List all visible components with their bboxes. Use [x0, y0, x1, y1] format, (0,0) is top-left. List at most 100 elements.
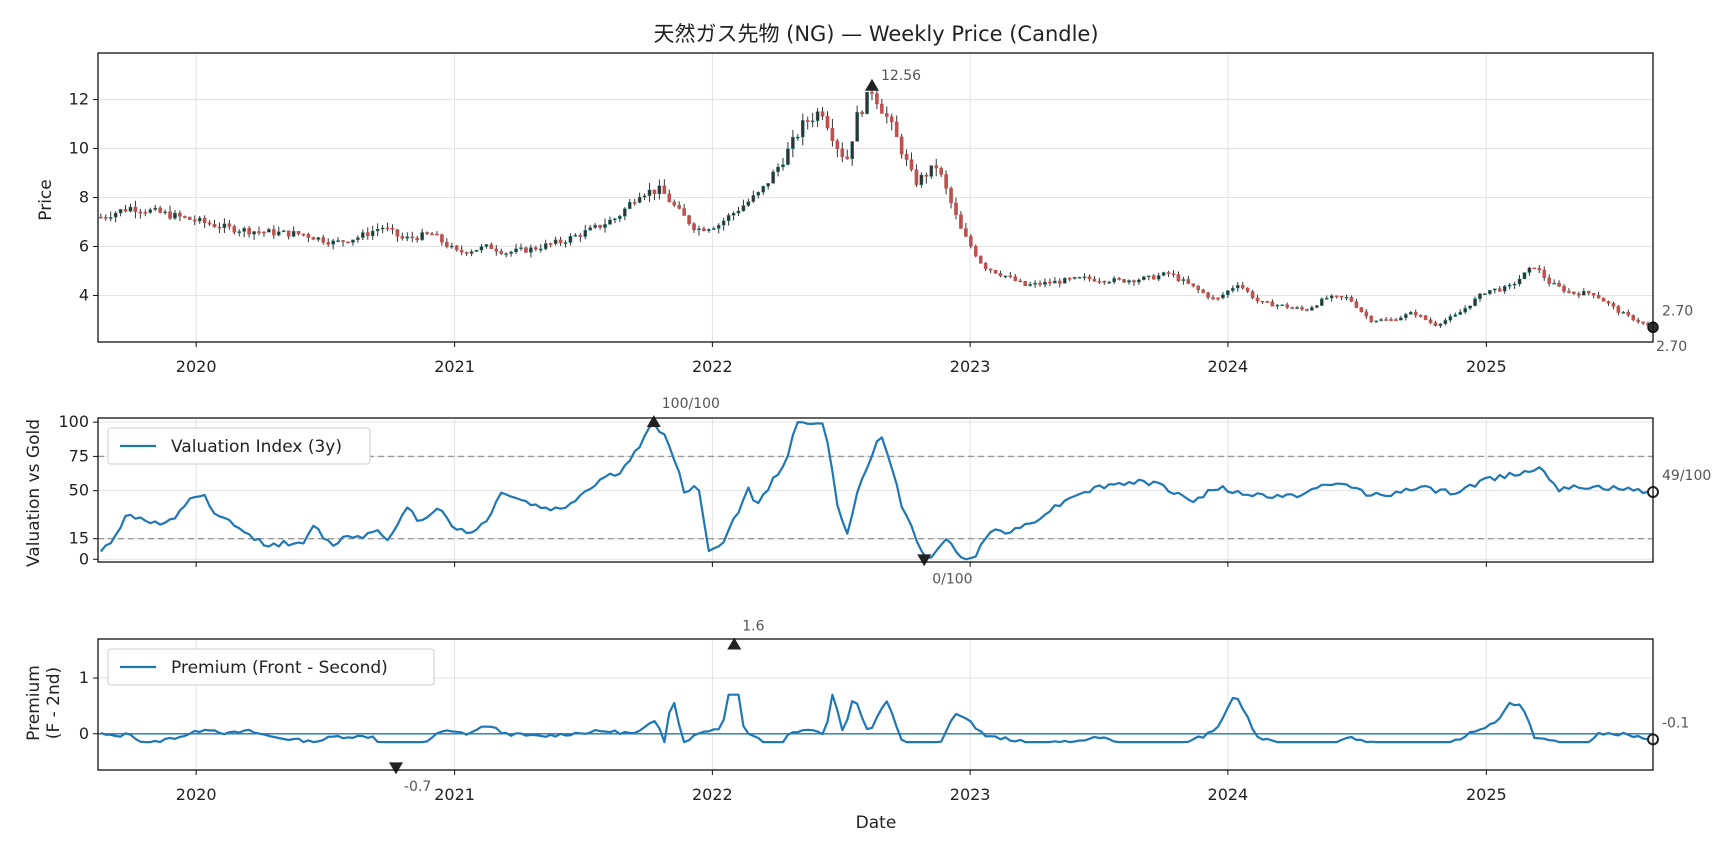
candle-down	[1191, 283, 1196, 287]
candle-down	[1117, 278, 1121, 280]
candle-down	[385, 227, 390, 230]
candle-down	[1067, 278, 1072, 280]
candle-up	[1043, 281, 1047, 285]
candle-down	[390, 227, 395, 230]
candle-down	[1048, 281, 1052, 284]
candle-down	[178, 212, 182, 217]
candle-up	[855, 111, 859, 142]
candle-down	[1265, 301, 1270, 303]
candle-down	[1290, 307, 1294, 309]
candle-up	[1507, 284, 1512, 287]
candle-down	[904, 154, 909, 160]
min-value-label: 0/100	[932, 571, 972, 587]
candle-up	[1320, 298, 1324, 306]
candle-up	[529, 247, 533, 253]
candle-down	[1206, 292, 1210, 298]
candle-down	[410, 236, 415, 239]
candle-down	[123, 209, 128, 212]
candle-down	[924, 174, 929, 177]
candle-up	[1443, 319, 1448, 325]
candle-up	[336, 240, 340, 242]
candle-down	[672, 201, 677, 206]
legend-label: Valuation Index (3y)	[171, 437, 342, 457]
candle-up	[197, 217, 202, 222]
candle-up	[716, 224, 721, 229]
premium-line	[100, 693, 1649, 744]
candle-up	[1344, 296, 1349, 299]
candle-down	[662, 185, 667, 194]
candle-down	[845, 156, 850, 160]
candle-down	[1151, 275, 1156, 280]
candle-down	[1186, 279, 1191, 284]
candle-up	[741, 205, 746, 212]
candle-up	[252, 231, 256, 235]
candle-down	[534, 247, 538, 250]
candle-down	[1250, 291, 1255, 299]
candle-down	[1176, 274, 1181, 282]
candle-up	[1517, 278, 1522, 285]
candle-up	[331, 240, 335, 245]
candle-down	[1260, 300, 1265, 303]
candle-down	[548, 243, 553, 245]
candle-down	[188, 216, 192, 220]
candle-down	[870, 91, 874, 94]
candle-up	[1552, 282, 1556, 285]
candle-up	[796, 136, 800, 139]
y-tick-label: 6	[79, 236, 89, 255]
candle-down	[677, 204, 681, 209]
candle-down	[365, 232, 370, 237]
candle-up	[756, 191, 761, 196]
candle-up	[588, 227, 593, 231]
candle-up	[627, 202, 632, 209]
max-marker-icon	[646, 415, 661, 428]
candle-up	[1142, 276, 1146, 281]
candle-down	[840, 148, 845, 157]
y-tick-label: 1	[79, 668, 89, 687]
candle-up	[1280, 304, 1285, 307]
candle-down	[830, 127, 835, 142]
candle-up	[1127, 280, 1131, 283]
chart-title: 天然ガス先物 (NG) — Weekly Price (Candle)	[653, 22, 1098, 46]
candle-down	[1572, 291, 1576, 294]
candle-down	[341, 240, 345, 242]
last-value-label: 49/100	[1662, 468, 1711, 484]
candle-down	[217, 226, 222, 229]
candle-down	[1631, 314, 1636, 321]
candle-up	[509, 251, 513, 254]
candle-down	[934, 165, 939, 169]
candle-up	[746, 201, 751, 206]
candle-up	[637, 196, 642, 203]
candle-up	[608, 219, 612, 225]
candle-down	[978, 255, 983, 264]
x-tick-label: 2021	[434, 785, 475, 804]
candle-down	[430, 233, 434, 236]
y-tick-label: 50	[69, 481, 89, 500]
peak-value-label: 12.56	[881, 68, 921, 84]
candle-up	[1473, 298, 1477, 306]
plot-frame	[97, 638, 1654, 771]
candle-up	[474, 249, 479, 252]
candle-up	[237, 231, 242, 233]
candle-up	[514, 248, 518, 253]
candle-down	[692, 223, 696, 231]
candle-up	[1107, 281, 1112, 284]
x-tick-label: 2020	[176, 357, 217, 376]
candle-down	[598, 224, 602, 228]
candle-up	[1275, 304, 1280, 307]
candle-up	[731, 212, 736, 216]
candle-down	[875, 93, 879, 105]
candle-up	[370, 230, 375, 237]
candle-down	[1132, 280, 1136, 283]
candle-down	[889, 116, 894, 123]
candle-down	[1122, 279, 1126, 283]
candle-down	[914, 169, 919, 185]
candle-up	[1379, 319, 1383, 321]
peak-marker-icon	[864, 78, 879, 91]
candle-up	[1458, 311, 1463, 315]
candle-down	[1171, 273, 1176, 275]
candle-up	[800, 120, 805, 138]
candle-down	[1567, 291, 1571, 293]
candle-up	[613, 218, 617, 221]
candle-up	[726, 215, 731, 222]
